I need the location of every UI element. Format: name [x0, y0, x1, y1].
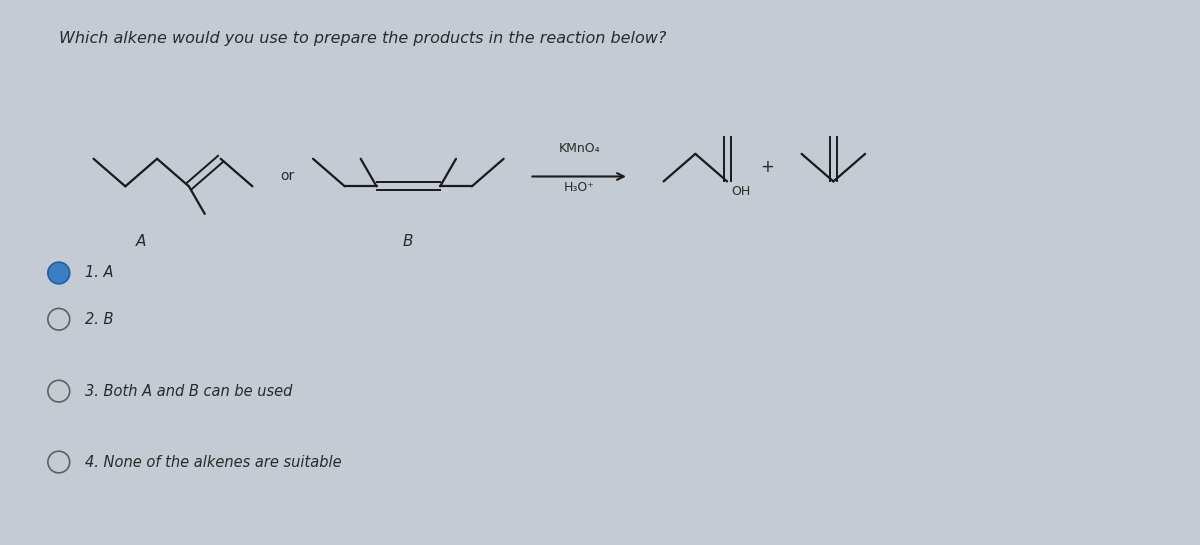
Text: KMnO₄: KMnO₄	[558, 142, 600, 155]
Text: 2. B: 2. B	[85, 312, 113, 327]
Text: H₃O⁺: H₃O⁺	[564, 181, 594, 195]
Text: B: B	[403, 234, 414, 249]
Text: 3. Both A and B can be used: 3. Both A and B can be used	[85, 384, 292, 398]
Text: A: A	[136, 234, 146, 249]
Text: Which alkene would you use to prepare the products in the reaction below?: Which alkene would you use to prepare th…	[59, 31, 666, 46]
Text: 1. A: 1. A	[85, 265, 113, 281]
Circle shape	[48, 262, 70, 284]
Text: 4. None of the alkenes are suitable: 4. None of the alkenes are suitable	[85, 455, 341, 470]
Text: OH: OH	[731, 185, 750, 198]
Text: or: or	[280, 169, 294, 184]
Text: +: +	[760, 158, 774, 175]
